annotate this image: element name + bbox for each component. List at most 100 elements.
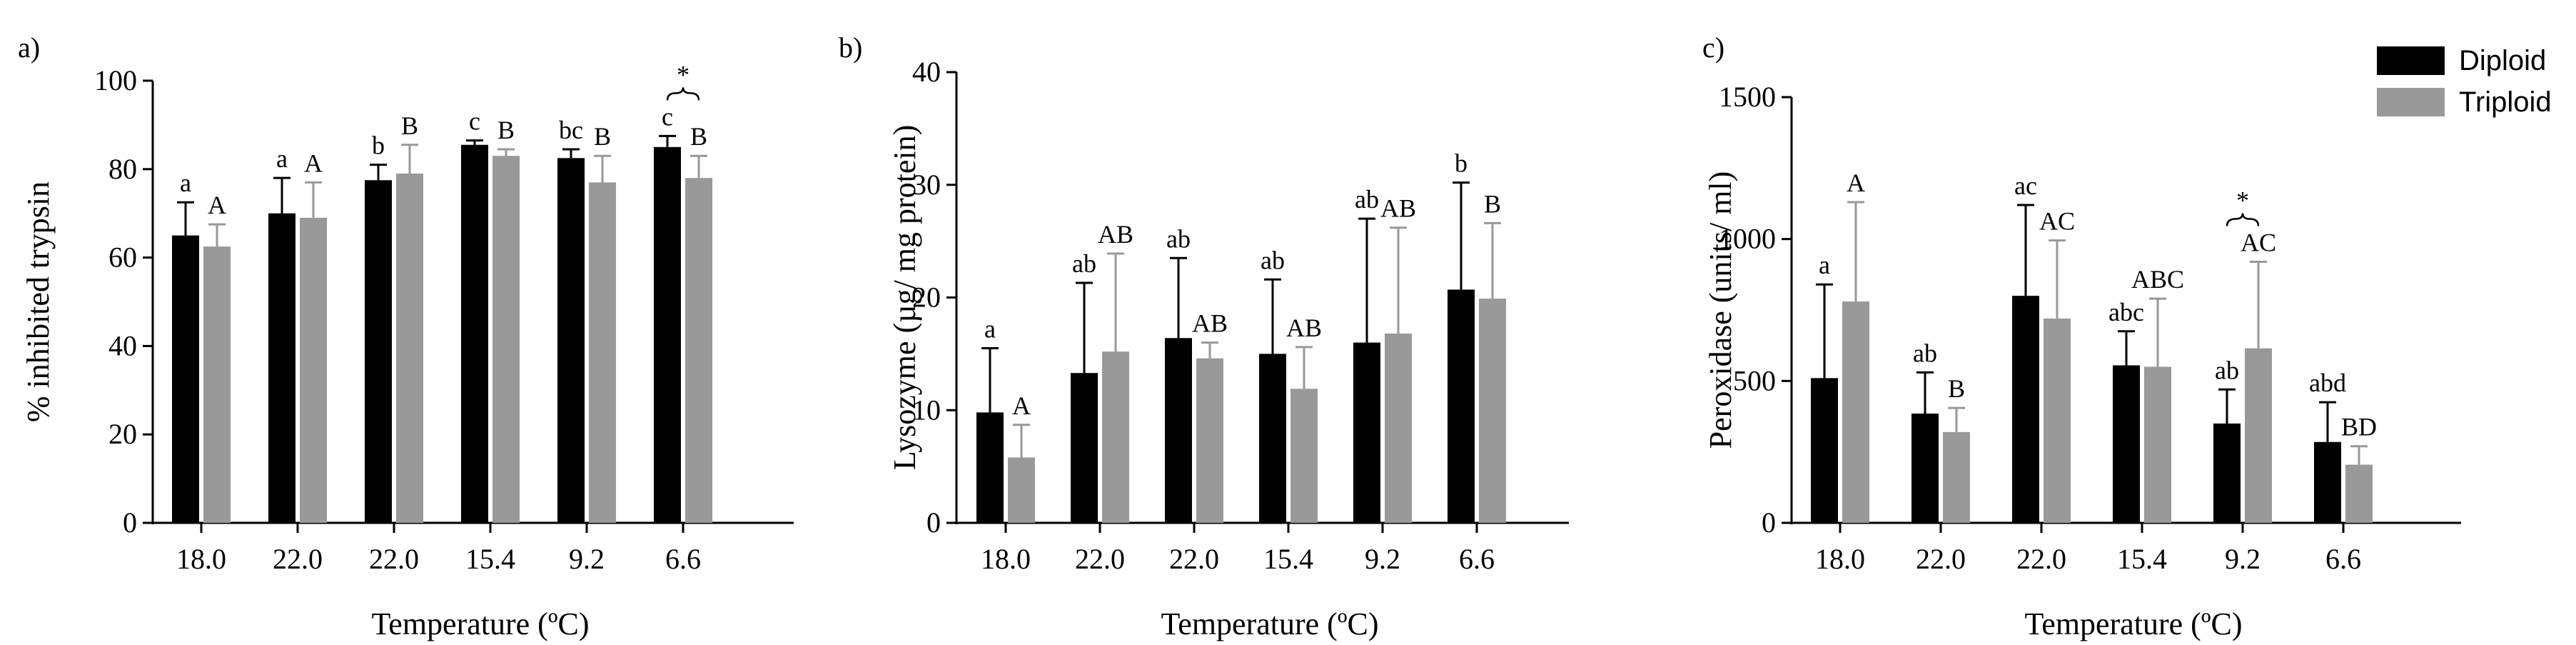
significance-letter-triploid: B [497, 116, 515, 144]
significance-brace [2226, 213, 2260, 226]
significance-letter-triploid: B [1948, 374, 1965, 403]
bar-diploid [654, 146, 681, 524]
bar-triploid [300, 217, 327, 523]
significance-letter-diploid: ab [1355, 185, 1379, 214]
y-tick-label: 40 [912, 56, 941, 88]
significance-letter-triploid: B [690, 122, 707, 151]
y-tick-label: 60 [108, 241, 137, 274]
legend-swatch-diploid [2377, 46, 2445, 75]
significance-letter-diploid: abd [2309, 369, 2346, 397]
bar-triploid [1196, 358, 1223, 523]
significance-letter-diploid: ac [2014, 171, 2037, 200]
y-axis-label: Lysozyme (µg/ mg protein) [887, 125, 922, 471]
bar-diploid [1071, 373, 1098, 523]
significance-asterisk: * [677, 60, 690, 89]
significance-letter-diploid: a [276, 144, 288, 173]
significance-letter-triploid: A [1847, 169, 1865, 197]
x-axis-label: Temperature (ºC) [2025, 606, 2243, 641]
x-tick-label: 22.0 [1169, 543, 1219, 575]
bar-triploid [396, 173, 423, 524]
significance-letter-diploid: b [1455, 149, 1468, 178]
x-tick-label: 22.0 [1075, 543, 1125, 575]
significance-letter-diploid: ab [1166, 224, 1191, 253]
significance-letter-diploid: a [1819, 251, 1830, 279]
chart-panel-3: c) 0 500 1000 1500 Peroxidase (units/ ml) Temp… [1702, 31, 2552, 641]
y-tick-label: 80 [108, 153, 137, 185]
significance-letter-triploid: ABC [2131, 265, 2184, 294]
bar-diploid [172, 235, 199, 523]
x-tick-label: 15.4 [1263, 543, 1313, 575]
bar-triploid [1479, 299, 1506, 523]
y-tick-label: 100 [94, 64, 137, 96]
significance-letter-triploid: A [304, 149, 323, 177]
significance-letter-diploid: c [469, 107, 480, 136]
bar-triploid [2345, 464, 2373, 523]
bar-triploid [1385, 333, 1412, 523]
bar-triploid [1008, 457, 1035, 523]
x-tick-label: 22.0 [369, 543, 419, 575]
significance-letter-triploid: AC [2241, 228, 2276, 256]
bar-triploid [2044, 318, 2071, 523]
y-tick-label: 0 [123, 506, 137, 539]
significance-letter-diploid: ab [1261, 246, 1285, 274]
significance-letter-diploid: ab [1072, 249, 1096, 278]
significance-letter-diploid: bc [559, 116, 583, 144]
bar-diploid [2012, 296, 2039, 523]
x-tick-label: 22.0 [2016, 543, 2066, 575]
significance-letter-diploid: ab [1913, 339, 1937, 367]
bar-diploid [268, 213, 296, 523]
bar-triploid [2144, 366, 2171, 523]
significance-letter-triploid: A [208, 191, 226, 219]
significance-letter-triploid: BD [2341, 413, 2377, 441]
bar-diploid [365, 180, 392, 523]
y-tick-label: 500 [1733, 364, 1776, 396]
x-axis-label: Temperature (ºC) [1161, 606, 1379, 641]
chart-panel-2: b) 0 10 20 30 40 Lysozyme (µg/ mg protein) Temp… [839, 31, 1569, 641]
x-tick-label: 15.4 [2117, 543, 2167, 575]
significance-letter-triploid: AB [1192, 309, 1228, 338]
significance-letter-diploid: c [662, 102, 673, 131]
x-tick-label: 6.6 [1459, 543, 1495, 575]
panel-label: c) [1702, 31, 1724, 64]
x-tick-label: 9.2 [569, 543, 605, 575]
bar-diploid [2213, 423, 2241, 523]
legend-label-triploid: Triploid [2459, 86, 2552, 118]
legend-label-diploid: Diploid [2459, 45, 2546, 76]
bar-triploid [1102, 351, 1129, 523]
legend-swatch-triploid [2377, 88, 2445, 116]
significance-letter-triploid: B [594, 122, 611, 151]
bar-diploid [1353, 342, 1380, 523]
x-tick-label: 9.2 [1365, 543, 1400, 575]
y-tick-label: 1500 [1719, 81, 1776, 113]
y-tick-label: 20 [108, 418, 137, 450]
significance-letter-triploid: AB [1380, 194, 1416, 223]
y-tick-label: 10 [912, 394, 941, 426]
bar-triploid [493, 156, 520, 524]
bar-triploid [1842, 301, 1869, 523]
y-tick-label: 30 [912, 169, 941, 201]
bar-diploid [1911, 414, 1939, 523]
legend: Diploid Triploid [2377, 45, 2552, 118]
significance-letter-triploid: AC [2039, 207, 2075, 236]
bar-diploid [1259, 354, 1286, 523]
x-tick-label: 15.4 [465, 543, 515, 575]
panel-label: a) [18, 31, 40, 64]
significance-letter-triploid: A [1012, 391, 1031, 420]
x-tick-label: 18.0 [981, 543, 1031, 575]
chart-panel-1: a) 0 20 40 60 80 100 % inhibited trypsin Tempera… [18, 31, 794, 641]
bar-triploid [1290, 389, 1318, 523]
y-tick-label: 0 [926, 506, 941, 539]
x-tick-label: 6.6 [2325, 543, 2361, 575]
x-tick-label: 6.6 [665, 543, 701, 575]
y-axis-label: % inhibited trypsin [21, 181, 56, 422]
bar-diploid [976, 412, 1004, 523]
bar-triploid [2245, 348, 2272, 523]
significance-letter-triploid: B [1484, 189, 1501, 218]
x-tick-label: 9.2 [2225, 543, 2261, 575]
bar-triploid [203, 246, 231, 523]
significance-letter-diploid: ab [2215, 356, 2239, 384]
bar-diploid [2314, 441, 2341, 523]
x-tick-label: 22.0 [273, 543, 323, 575]
bar-triploid [589, 182, 616, 523]
bar-diploid [1448, 289, 1475, 523]
